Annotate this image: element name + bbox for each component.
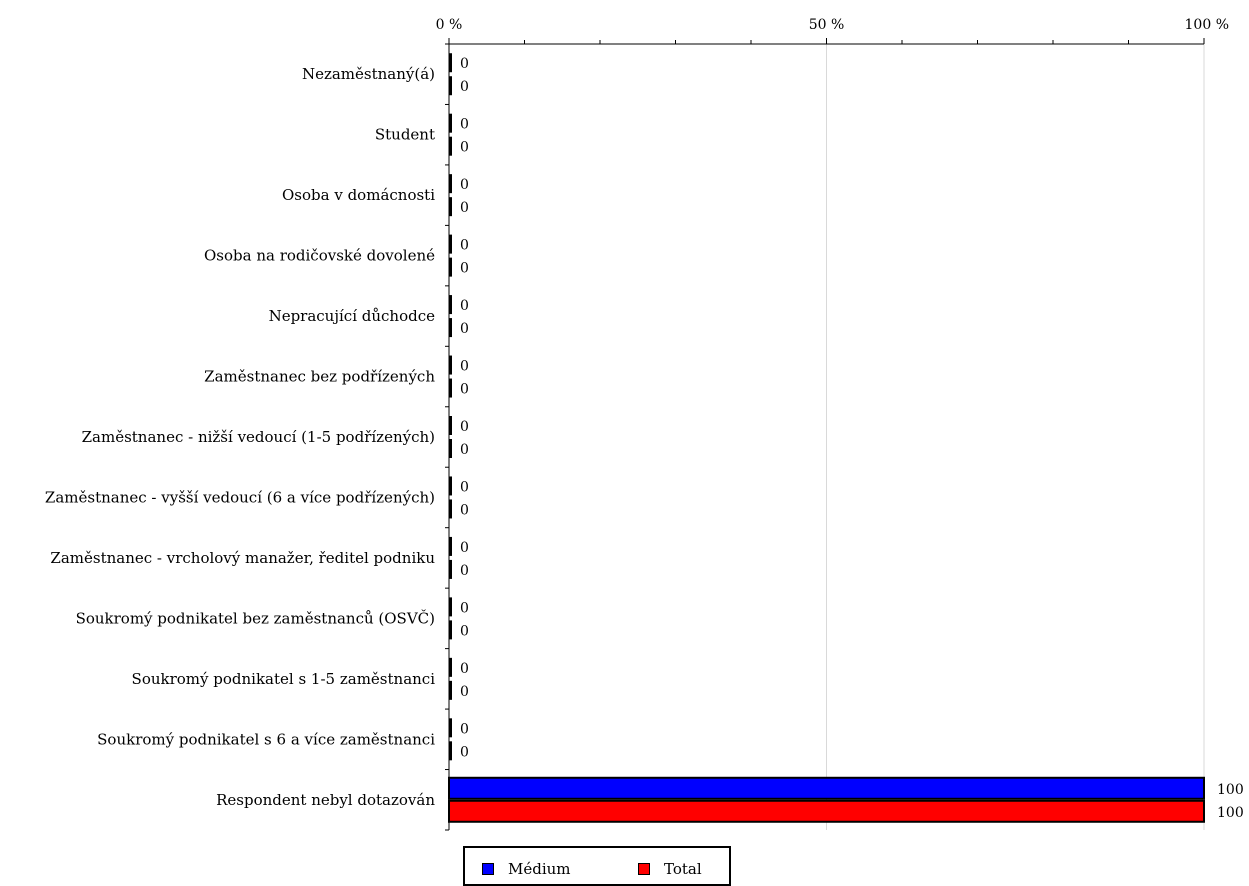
value-label: 0 [460,600,469,616]
value-label: 0 [460,359,469,375]
bar-total-11 [449,741,452,761]
value-label: 100 [1217,805,1244,821]
value-label: 0 [460,117,469,133]
bar-mdium-5 [449,355,452,375]
category-label: Soukromý podnikatel bez zaměstnanců (OSV… [76,609,435,627]
legend-item-total: Total [638,860,702,878]
value-label: 0 [460,200,469,216]
value-label: 0 [460,479,469,495]
bar-mdium-6 [449,416,452,435]
bar-total-3 [449,257,452,277]
bar-mdium-4 [449,295,452,315]
bar-mdium-8 [449,536,452,556]
bar-total-10 [449,680,452,700]
x-tick-label-50: 50 % [809,17,845,33]
value-label: 0 [460,56,469,72]
legend-swatch-medium [482,863,494,875]
value-label: 0 [460,177,469,193]
bar-total-5 [449,378,452,398]
category-label: Nezaměstnaný(á) [302,65,435,83]
bar-total-2 [449,197,452,217]
value-label: 0 [460,382,469,398]
category-label: Osoba na rodičovské dovolené [204,247,435,265]
category-label: Soukromý podnikatel s 6 a více zaměstnan… [97,730,435,748]
category-label: Zaměstnanec bez podřízených [204,368,435,386]
value-label: 0 [460,79,469,95]
bar-total-7 [449,499,452,519]
category-label: Zaměstnanec - vyšší vedoucí (6 a více po… [45,488,435,506]
bar-mdium-11 [449,718,452,738]
value-label: 100 [1217,782,1244,798]
bar-mdium-3 [449,234,452,254]
value-label: 0 [460,298,469,314]
value-label: 0 [460,540,469,556]
bar-mdium-2 [449,174,452,194]
value-label: 0 [460,419,469,435]
bar-total-12 [448,799,1205,823]
value-label: 0 [460,661,469,677]
value-label: 0 [460,238,469,254]
category-label: Osoba v domácnosti [282,186,435,204]
bar-layer [448,53,1205,823]
bar-mdium-10 [449,657,452,677]
value-label: 0 [460,744,469,760]
bar-mdium-12 [448,776,1205,800]
value-label: 0 [460,321,469,337]
grid-layer [826,44,1205,830]
category-label: Student [375,126,435,144]
label-layer: Nezaměstnaný(á) 0 0 Student 0 0 Osoba v domácn… [45,56,1244,821]
value-label: 0 [460,623,469,639]
bar-mdium-0 [449,53,452,73]
value-label: 0 [460,563,469,579]
value-label: 0 [460,442,469,458]
bar-total-4 [449,318,452,338]
value-label: 0 [460,140,469,156]
axis-layer: 0 % 50 % 100 % [436,17,1229,831]
value-label: 0 [460,721,469,737]
bar-mdium-7 [449,476,452,496]
bar-total-6 [449,439,452,458]
value-label: 0 [460,502,469,518]
legend-item-medium: Médium [482,860,571,878]
bar-total-1 [449,136,452,156]
legend-swatch-total [638,863,650,875]
category-label: Nepracující důchodce [269,307,436,325]
bar-total-8 [449,559,452,579]
legend: Médium Total [463,846,731,886]
legend-label-medium: Médium [508,860,571,878]
bar-mdium-9 [449,597,452,617]
x-tick-label-100: 100 % [1185,17,1229,33]
legend-label-total: Total [664,860,702,878]
bar-total-9 [449,620,452,640]
category-label: Soukromý podnikatel s 1-5 zaměstnanci [132,670,436,688]
category-label: Zaměstnanec - nižší vedoucí (1-5 podříze… [82,428,435,446]
bar-total-0 [449,76,452,96]
category-label: Zaměstnanec - vrcholový manažer, ředitel… [50,549,435,567]
bar-mdium-1 [449,113,452,133]
category-label: Respondent nebyl dotazován [216,791,435,809]
value-label: 0 [460,684,469,700]
value-label: 0 [460,261,469,277]
x-tick-label-0: 0 % [436,17,463,33]
